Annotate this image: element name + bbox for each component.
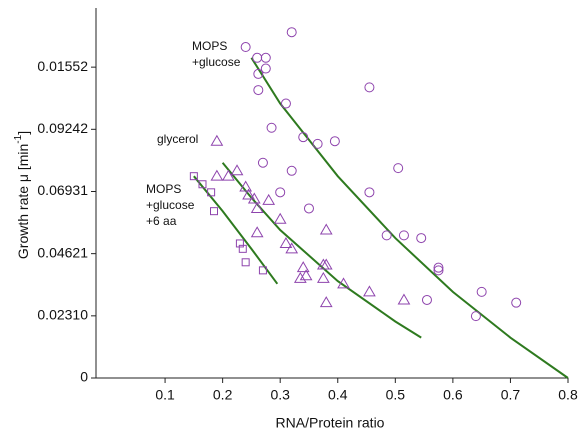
point-square <box>207 188 216 197</box>
point-circle <box>312 138 323 149</box>
y-tick-label: 0 <box>80 369 88 385</box>
y-tick-label: 0.06931 <box>37 182 88 198</box>
x-tick-label: 0.6 <box>443 387 463 403</box>
point-square <box>235 239 244 248</box>
y-axis-title: Growth rate μ [min-1] <box>13 131 31 259</box>
point-circle <box>286 27 297 38</box>
point-triangle <box>262 193 276 205</box>
point-triangle <box>247 192 261 204</box>
point-circle <box>260 52 271 63</box>
annotation: MOPS <box>192 39 227 53</box>
y-tick-label: 0.04621 <box>37 244 88 260</box>
point-square <box>198 180 207 189</box>
point-triangle <box>293 271 307 283</box>
point-triangle <box>299 269 313 281</box>
point-square <box>241 258 250 267</box>
point-circle <box>298 132 309 143</box>
point-triangle <box>222 169 235 181</box>
x-tick-label: 0.4 <box>328 387 348 403</box>
y-axis-title-end: ] <box>15 131 31 135</box>
point-triangle <box>210 169 224 181</box>
point-circle <box>476 286 487 297</box>
point-circle <box>329 136 340 147</box>
point-circle <box>286 165 297 176</box>
point-circle <box>421 294 432 305</box>
x-tick-label: 0.3 <box>270 387 290 403</box>
point-triangle <box>316 271 330 283</box>
point-circle <box>393 163 404 174</box>
point-circle <box>280 98 291 109</box>
x-axis-title: RNA/Protein ratio <box>276 415 385 431</box>
point-circle <box>416 233 427 244</box>
point-circle <box>381 230 392 241</box>
y-axis-title-sup: -1 <box>13 134 24 143</box>
point-triangle <box>242 188 255 200</box>
point-triangle <box>319 258 333 270</box>
y-tick-label: 0.02310 <box>37 307 88 323</box>
point-triangle <box>210 134 224 146</box>
point-triangle <box>285 242 299 254</box>
point-circle <box>260 63 271 74</box>
point-triangle <box>397 293 411 305</box>
fit-curve <box>250 57 569 379</box>
y-tick-label: 0.09242 <box>37 120 88 136</box>
point-square <box>258 266 267 275</box>
y-axis-title-main: Growth rate μ [min <box>15 144 31 259</box>
point-triangle <box>319 296 333 308</box>
x-tick-label: 0.2 <box>213 387 233 403</box>
point-triangle <box>239 180 253 192</box>
point-circle <box>275 187 286 198</box>
point-circle <box>364 187 375 198</box>
y-tick-label: 0.01552 <box>37 58 88 74</box>
fit-curve <box>193 175 279 285</box>
point-circle <box>470 311 481 322</box>
point-square <box>189 172 198 181</box>
point-triangle <box>230 164 244 176</box>
point-circle <box>253 68 264 79</box>
point-circle <box>511 297 522 308</box>
point-circle <box>303 203 314 214</box>
x-tick-label: 0.7 <box>501 387 521 403</box>
point-triangle <box>319 223 333 235</box>
annotation: MOPS <box>146 182 181 196</box>
point-circle <box>266 122 277 133</box>
point-circle <box>257 157 268 168</box>
point-square <box>210 207 218 216</box>
point-triangle <box>296 261 310 273</box>
point-triangle <box>273 212 287 224</box>
point-triangle <box>250 226 264 238</box>
annotation: +glucose <box>192 55 241 69</box>
point-circle <box>253 85 264 96</box>
point-circle <box>252 52 263 63</box>
point-triangle <box>337 277 350 289</box>
annotation: +glucose <box>146 198 195 212</box>
annotation: +6 aa <box>146 214 177 228</box>
point-circle <box>398 230 409 241</box>
point-triangle <box>250 201 264 213</box>
point-triangle <box>363 285 376 297</box>
point-square <box>238 244 247 253</box>
point-circle <box>433 265 444 276</box>
point-triangle <box>279 236 293 248</box>
annotation: glycerol <box>157 132 198 146</box>
point-circle <box>433 262 444 273</box>
x-tick-label: 0.1 <box>155 387 175 403</box>
x-tick-label: 0.5 <box>386 387 406 403</box>
point-circle <box>240 42 251 53</box>
point-circle <box>364 82 375 93</box>
x-tick-label: 0.8 <box>558 387 578 403</box>
